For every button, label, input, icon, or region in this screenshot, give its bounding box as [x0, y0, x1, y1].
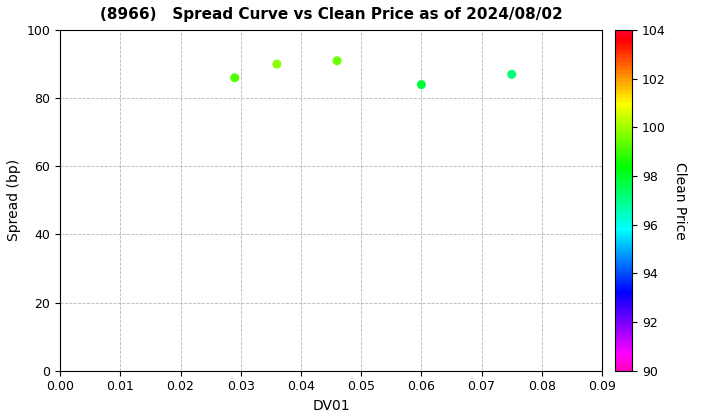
X-axis label: DV01: DV01 — [312, 399, 350, 413]
Point — [331, 58, 343, 64]
Point — [415, 81, 427, 88]
Point — [229, 74, 240, 81]
Point — [506, 71, 518, 78]
Point — [271, 61, 283, 68]
Y-axis label: Spread (bp): Spread (bp) — [7, 159, 21, 242]
Title: (8966)   Spread Curve vs Clean Price as of 2024/08/02: (8966) Spread Curve vs Clean Price as of… — [99, 7, 562, 22]
Y-axis label: Clean Price: Clean Price — [672, 162, 687, 239]
